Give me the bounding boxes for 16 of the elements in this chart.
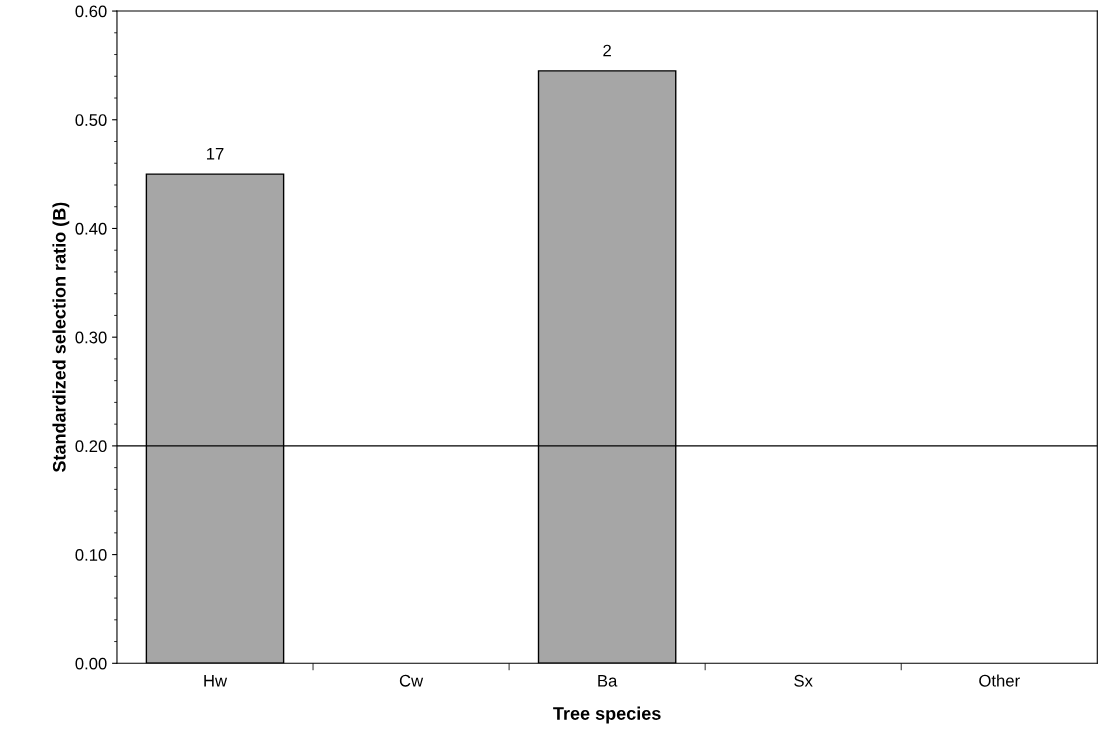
x-tick-label: Hw xyxy=(204,675,228,687)
annotation: 17 xyxy=(207,148,224,160)
y-tick-label: 0.00 xyxy=(75,657,107,670)
x-tick-label: Cw xyxy=(399,674,424,687)
y-tick-label: 0.60 xyxy=(75,5,107,18)
x-tick-label: Sx xyxy=(794,674,813,687)
y-axis-title: Standardized selection ratio (B) xyxy=(52,202,70,473)
y-tick-label: 0.10 xyxy=(75,548,107,561)
x-axis-title: Tree species xyxy=(553,706,661,724)
x-tick-label: Ba xyxy=(598,675,618,687)
annotation: 2 xyxy=(603,44,611,57)
y-tick-label: 0.30 xyxy=(75,331,107,344)
y-tick-label: 0.20 xyxy=(75,440,107,453)
y-tick-label: 0.40 xyxy=(75,222,107,235)
x-tick-label: Other xyxy=(979,674,1020,687)
y-tick-label: 0.50 xyxy=(75,114,107,126)
